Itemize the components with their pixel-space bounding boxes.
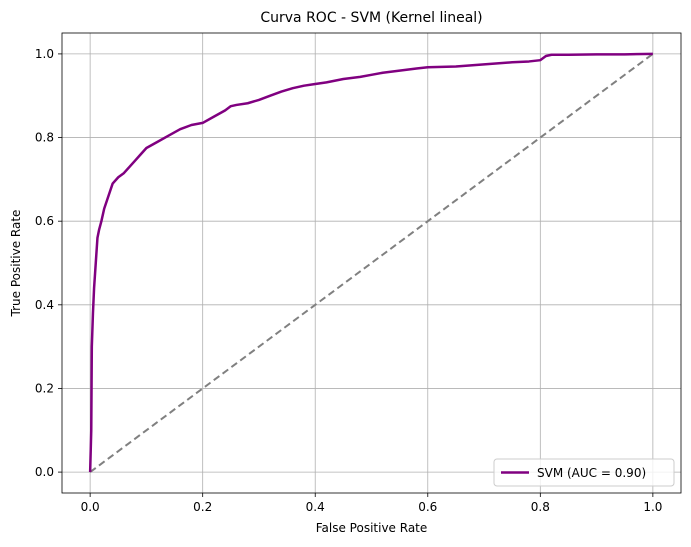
legend-label-svm: SVM (AUC = 0.90) xyxy=(537,466,646,480)
x-tick-label: 1.0 xyxy=(643,500,662,514)
x-tick-label: 0.8 xyxy=(531,500,550,514)
plot-frame xyxy=(61,32,682,494)
y-axis-label: True Positive Rate xyxy=(9,210,23,318)
legend-box xyxy=(493,458,675,487)
legend: SVM (AUC = 0.90) xyxy=(493,458,675,487)
x-tick-label: 0.6 xyxy=(418,500,437,514)
chart-title: Curva ROC - SVM (Kernel lineal) xyxy=(260,10,482,26)
x-tick-label: 0.0 xyxy=(81,500,100,514)
y-tick-label: 0.6 xyxy=(35,214,54,228)
y-tick-label: 1.0 xyxy=(35,47,54,61)
x-tick-label: 0.2 xyxy=(193,500,212,514)
x-axis-label: False Positive Rate xyxy=(316,521,428,535)
series-line-random-baseline xyxy=(89,53,654,473)
y-tick-label: 0.2 xyxy=(35,381,54,395)
grid-lines xyxy=(62,33,681,493)
axis-ticks: 0.0 0.2 0.4 0.6 0.8 1.0 0.0 0.2 0.4 0.6 0.8 1.0 xyxy=(35,47,663,514)
series-line-svm xyxy=(88,52,653,473)
y-tick-label: 0.4 xyxy=(35,298,54,312)
y-tick-label: 0.8 xyxy=(35,131,54,145)
x-tick-label: 0.4 xyxy=(306,500,325,514)
y-tick-label: 0.0 xyxy=(35,465,54,479)
series-layer xyxy=(88,52,654,473)
